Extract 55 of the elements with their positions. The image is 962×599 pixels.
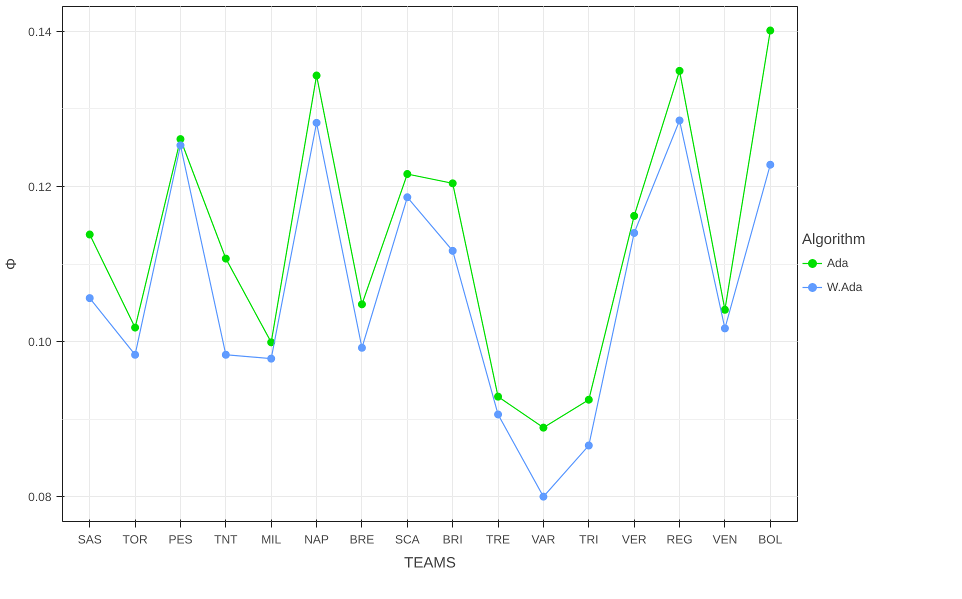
point (448, 246, 457, 255)
legend-title: Algorithm (802, 230, 866, 248)
point (584, 396, 593, 404)
point (766, 160, 774, 169)
point (403, 170, 412, 178)
point (131, 324, 140, 332)
point (766, 26, 774, 35)
x-tick-label: PES (168, 532, 192, 546)
y-tick-label: 0.08 (28, 490, 52, 504)
point (176, 141, 184, 150)
x-tick-label: TRI (579, 532, 598, 546)
x-tick-label: BOL (758, 532, 783, 546)
x-tick-label: TOR (122, 532, 148, 546)
point (720, 306, 729, 314)
y-axis-title: Φ (3, 258, 20, 270)
point (676, 66, 684, 75)
x-tick-label: MIL (261, 532, 282, 546)
x-tick-label: VAR (532, 532, 556, 546)
x-tick-label: BRI (442, 532, 463, 546)
point (630, 212, 638, 220)
point (720, 324, 729, 332)
legend-label: W.Ada (827, 280, 862, 294)
point (448, 179, 457, 188)
point (312, 118, 321, 127)
x-tick-label: TNT (214, 532, 238, 546)
point (539, 424, 548, 432)
x-tick-label: VER (622, 532, 647, 546)
y-tick-label: 0.10 (28, 335, 52, 350)
point (630, 228, 638, 237)
point (86, 230, 94, 239)
point (403, 193, 412, 202)
legend-label: Ada (827, 256, 848, 270)
point (539, 492, 548, 501)
point (222, 350, 230, 359)
point (222, 254, 230, 263)
x-tick-label: BRE (350, 532, 374, 546)
point (358, 300, 366, 308)
point (131, 350, 140, 359)
point (86, 294, 94, 302)
x-tick-label: SAS (78, 532, 102, 546)
point (494, 410, 502, 418)
point (676, 116, 684, 125)
point (312, 72, 321, 80)
point (358, 344, 366, 352)
x-tick-label: SCA (394, 532, 420, 546)
x-tick-label: VEN (712, 532, 738, 546)
x-axis-title: TEAMS (404, 554, 456, 572)
point (267, 354, 276, 363)
x-tick-label: TRE (486, 532, 510, 546)
y-tick-label: 0.14 (28, 24, 52, 39)
point (494, 392, 502, 401)
x-tick-label: REG (666, 532, 693, 546)
point (584, 442, 593, 450)
y-tick-label: 0.12 (28, 180, 52, 194)
x-tick-label: NAP (304, 532, 329, 546)
